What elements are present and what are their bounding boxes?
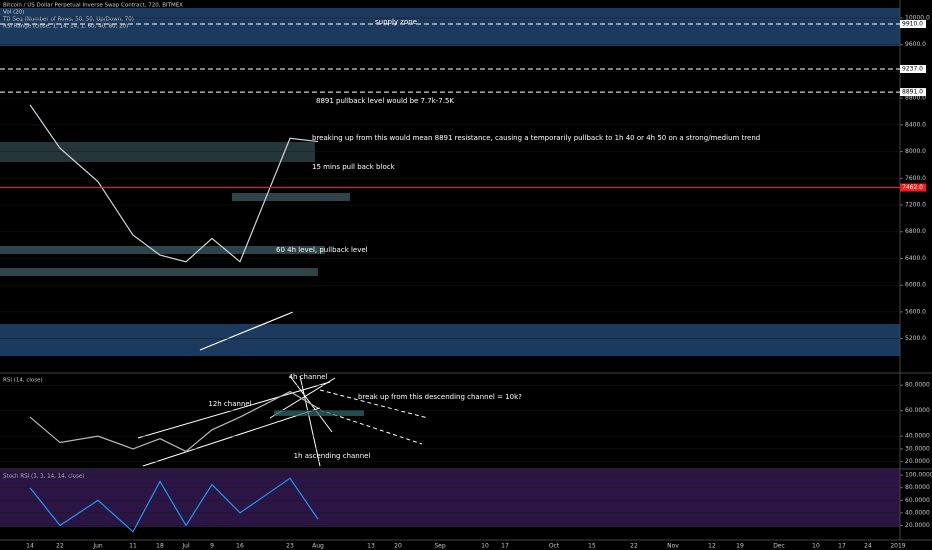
x-tick-label: 22 <box>630 543 638 550</box>
annotation: 1h ascending channel <box>294 452 371 460</box>
trendline <box>319 389 429 419</box>
pane-title: Stoch RSI (3, 3, 14, 14, close) <box>3 474 84 480</box>
y-tick-label: 5600.0 <box>905 308 926 315</box>
y-tick-label: 30.0000 <box>905 445 930 452</box>
x-tick-label: 2019 <box>890 543 905 550</box>
y-tick-label: 60.0000 <box>905 497 930 504</box>
trendline <box>299 375 321 467</box>
price-label-box <box>900 88 926 97</box>
annotation: breaking up from this would mean 8891 re… <box>312 134 760 142</box>
y-tick-label: 7600.0 <box>905 175 926 182</box>
annotation: 4h channel <box>289 373 328 381</box>
x-tick-label: Jul <box>181 543 190 550</box>
price-label: 8891.0 <box>902 89 923 96</box>
x-tick-label: 24 <box>864 543 872 550</box>
chart-title: Bitcoin / US Dollar Perpetual Inverse Sw… <box>3 3 183 9</box>
price-label: 9237.0 <box>902 65 923 72</box>
x-tick-label: 10 <box>812 543 820 550</box>
x-tick-label: 23 <box>286 543 294 550</box>
x-tick-label: Sep <box>434 543 446 550</box>
y-tick-label: 7200.0 <box>905 202 926 209</box>
stoch-band <box>0 470 900 527</box>
series-line <box>29 104 319 263</box>
x-tick-label: 20 <box>394 543 402 550</box>
pane-title: RSI (14, close) <box>3 378 43 384</box>
y-tick-label: 8000.0 <box>905 148 926 155</box>
block-zone <box>274 410 364 416</box>
x-tick-label: 15 <box>588 543 596 550</box>
y-tick-label: 6400.0 <box>905 255 926 262</box>
indicator-label: Vol (20) <box>3 10 24 16</box>
indicator-label: TD Seq (Number of Rows, 50, 50, Up/Down,… <box>2 17 134 23</box>
y-tick-label: 60.0000 <box>905 407 930 414</box>
demand-zone <box>0 324 900 356</box>
annotation: 12h channel <box>208 400 251 408</box>
price-label: 7462.0 <box>902 184 923 191</box>
block-zone <box>0 142 315 162</box>
series-line <box>29 390 319 453</box>
indicator-label: RSI Range (close, 1, 14, 14, 1, 60, 40, … <box>3 24 128 30</box>
y-tick-label: 6800.0 <box>905 228 926 235</box>
supply-zone <box>0 8 900 46</box>
y-tick-label: 20.0000 <box>905 522 930 529</box>
x-tick-label: 14 <box>26 543 34 550</box>
y-tick-label: 8400.0 <box>905 121 926 128</box>
annotation: break up from this descending channel = … <box>358 393 522 401</box>
x-tick-label: Aug <box>312 543 324 550</box>
x-tick-label: 9 <box>210 543 214 550</box>
x-tick-label: Nov <box>667 543 679 550</box>
x-tick-label: Oct <box>549 543 560 550</box>
trendline <box>142 407 321 467</box>
price-label-box <box>900 20 926 29</box>
block-zone <box>0 268 318 276</box>
y-tick-label: 20.0000 <box>905 458 930 465</box>
price-label: 9910.0 <box>902 21 923 28</box>
annotation: 8891 pullback level would be 7.7k-7.5K <box>316 97 454 105</box>
block-zone <box>0 246 325 254</box>
x-tick-label: 11 <box>129 543 137 550</box>
y-tick-label: 40.0000 <box>905 509 930 516</box>
x-tick-label: 19 <box>736 543 744 550</box>
price-label-box <box>900 64 926 73</box>
x-tick-label: 17 <box>501 543 509 550</box>
series-line <box>29 477 319 533</box>
x-tick-label: 10 <box>481 543 489 550</box>
y-tick-label: 100.0000 <box>905 472 932 479</box>
block-zone <box>232 193 350 201</box>
y-tick-label: 80.0000 <box>905 484 930 491</box>
y-tick-label: 8800.0 <box>905 95 926 102</box>
y-tick-label: 10000.0 <box>905 15 930 22</box>
y-tick-label: 5200.0 <box>905 335 926 342</box>
x-tick-label: 18 <box>156 543 164 550</box>
y-tick-label: 9600.0 <box>905 41 926 48</box>
x-tick-label: Dec <box>773 543 785 550</box>
trendline <box>137 381 331 439</box>
x-tick-label: 17 <box>838 543 846 550</box>
trendline <box>199 311 294 351</box>
y-tick-label: 80.0000 <box>905 382 930 389</box>
annotation: 15 mins pull back block <box>312 163 396 171</box>
x-tick-label: 16 <box>236 543 244 550</box>
y-tick-label: 40.0000 <box>905 433 930 440</box>
x-tick-label: 13 <box>367 543 375 550</box>
x-tick-label: Jun <box>92 543 103 550</box>
x-tick-label: 12 <box>708 543 716 550</box>
price-label-box <box>900 183 926 192</box>
y-tick-label: 6000.0 <box>905 282 926 289</box>
annotation: 60 4h level, pullback level <box>276 246 368 254</box>
x-tick-label: 22 <box>56 543 64 550</box>
annotation: supply zone <box>375 18 417 26</box>
